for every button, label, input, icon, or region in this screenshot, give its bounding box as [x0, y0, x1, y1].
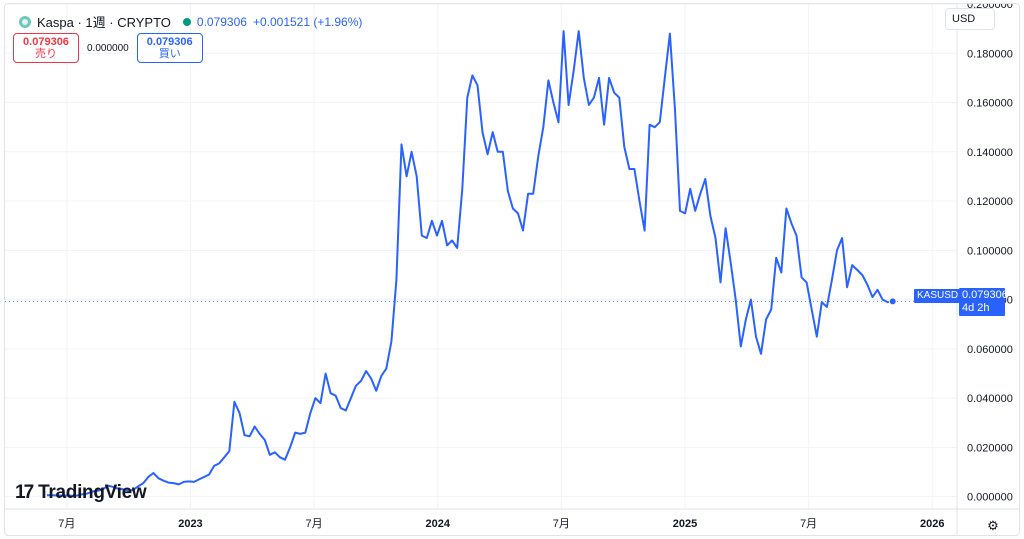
logo-text: TradingView [38, 482, 147, 503]
x-tick-label: 7月 [800, 518, 817, 530]
y-tick-label: 0.060000 [967, 344, 1013, 356]
settings-gear-icon[interactable]: ⚙ [987, 518, 999, 533]
kaspa-coin-icon [19, 15, 31, 28]
buy-label: 買い [158, 48, 181, 60]
x-tick-label: 2025 [673, 518, 697, 530]
x-tick-label: 2024 [425, 518, 450, 530]
y-tick-label: 0.140000 [967, 147, 1013, 159]
x-tick-label: 2026 [920, 518, 944, 530]
spread-value: 0.000000 [87, 42, 129, 54]
x-tick-label: 2023 [178, 518, 202, 530]
x-tick-label: 7月 [58, 518, 75, 530]
buy-button[interactable]: 0.079306 買い [136, 33, 203, 63]
y-tick-label: 0.000000 [967, 492, 1013, 504]
symbol-price-label: KASUSD [914, 289, 962, 303]
y-tick-label: 0.120000 [967, 196, 1013, 208]
current-price-value: 0.079306 [962, 289, 1008, 301]
last-price: 0.079306 [196, 14, 247, 29]
sell-button[interactable]: 0.079306 売り [13, 33, 79, 63]
y-tick-label: 0.020000 [967, 442, 1013, 454]
current-price-label: 0.079306 4d 2h [959, 288, 1008, 316]
price-change: +0.001521 (+1.96%) [252, 14, 363, 29]
chart-legend: Kaspa · 1週 · CRYPTO 0.079306 +0.001521 (… [19, 12, 362, 31]
currency-select[interactable]: USD [945, 8, 995, 30]
x-tick-label: 7月 [553, 518, 570, 530]
y-tick-label: 0.040000 [967, 393, 1013, 405]
symbol-title[interactable]: Kaspa · 1週 · CRYPTO [37, 15, 171, 30]
bar-countdown: 4d 2h [962, 302, 990, 314]
sell-label: 売り [35, 48, 57, 60]
sell-price: 0.079306 [23, 36, 69, 48]
buy-price: 0.079306 [146, 36, 193, 48]
trade-buttons: 0.079306 売り 0.000000 0.079306 買い [13, 33, 203, 63]
y-tick-label: 0.160000 [967, 98, 1013, 110]
last-price-marker [888, 297, 897, 306]
tradingview-logo[interactable]: 17 TradingView [15, 482, 147, 504]
y-tick-label: 0.180000 [967, 48, 1013, 60]
price-series-line [47, 30, 893, 497]
tradingview-icon: 17 [15, 482, 34, 503]
y-tick-label: 0.100000 [967, 245, 1013, 257]
market-open-icon [182, 17, 191, 26]
x-tick-label: 7月 [306, 518, 323, 530]
